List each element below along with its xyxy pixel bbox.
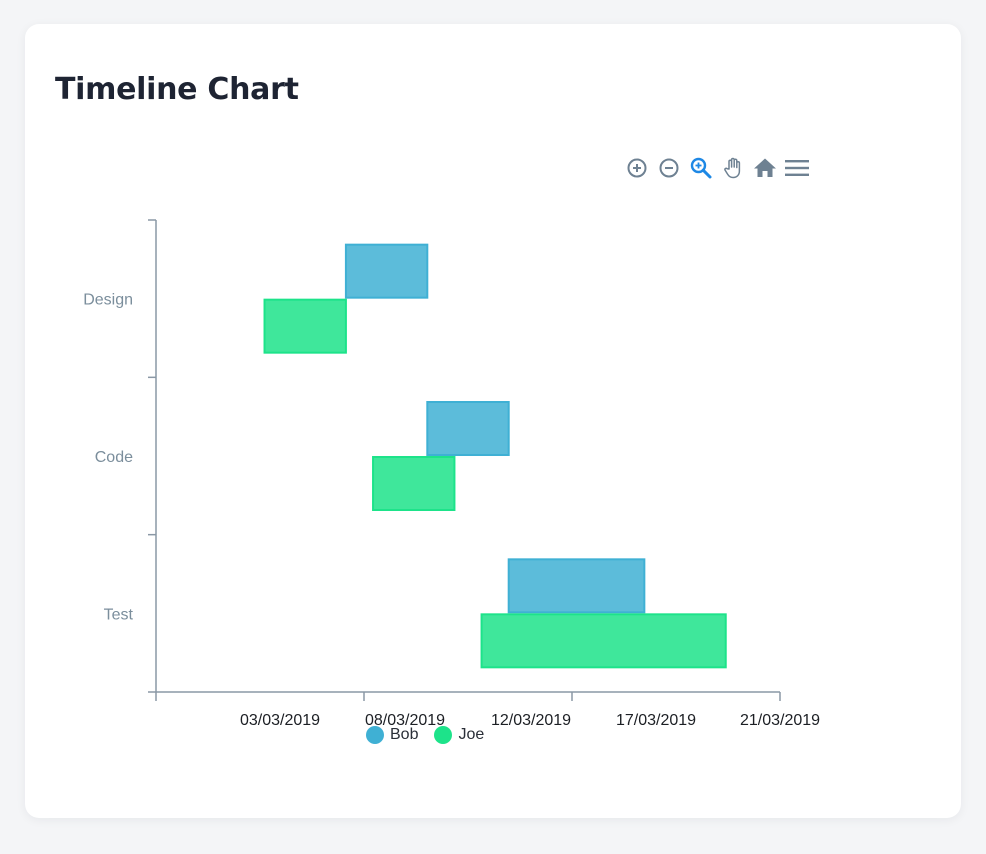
zoom-out-button[interactable] [656, 155, 682, 181]
x-axis-label: 17/03/2019 [616, 712, 696, 729]
bar-joe-design [263, 298, 347, 354]
pan-button[interactable] [720, 155, 746, 181]
legend-item-bob[interactable]: Bob [366, 726, 418, 744]
bar-bob-design [344, 243, 429, 299]
bar-joe-code [372, 456, 456, 511]
pan-hand-icon [724, 157, 741, 179]
x-axis-label: 12/03/2019 [491, 712, 571, 729]
legend-label-joe: Joe [458, 726, 485, 743]
x-axis-label: 03/03/2019 [240, 712, 320, 729]
y-axis-label-code: Code [95, 449, 133, 466]
legend-label-bob: Bob [390, 726, 419, 743]
card-title: Timeline Chart [55, 72, 299, 107]
zoom-out-icon [659, 158, 679, 178]
menu-button[interactable] [784, 155, 810, 181]
chart-legend: Bob Joe [366, 726, 484, 744]
reset-button[interactable] [752, 155, 778, 181]
x-axis-label: 21/03/2019 [740, 712, 820, 729]
legend-item-joe[interactable]: Joe [434, 726, 484, 744]
chart-toolbar [624, 155, 810, 181]
selection-zoom-icon [690, 157, 712, 179]
bar-joe-test [480, 613, 727, 669]
legend-marker-bob [366, 726, 384, 744]
y-axis-label-design: Design [83, 292, 133, 309]
bar-bob-test [507, 558, 646, 614]
zoom-in-button[interactable] [624, 155, 650, 181]
reset-home-icon [754, 158, 776, 177]
y-axis-label-test: Test [104, 606, 134, 623]
zoom-in-icon [627, 158, 647, 178]
legend-marker-joe [434, 726, 453, 744]
x-axis-label: 08/03/2019 [365, 712, 445, 729]
menu-icon [785, 160, 809, 176]
bar-bob-code [426, 401, 510, 456]
selection-zoom-button[interactable] [688, 155, 714, 181]
